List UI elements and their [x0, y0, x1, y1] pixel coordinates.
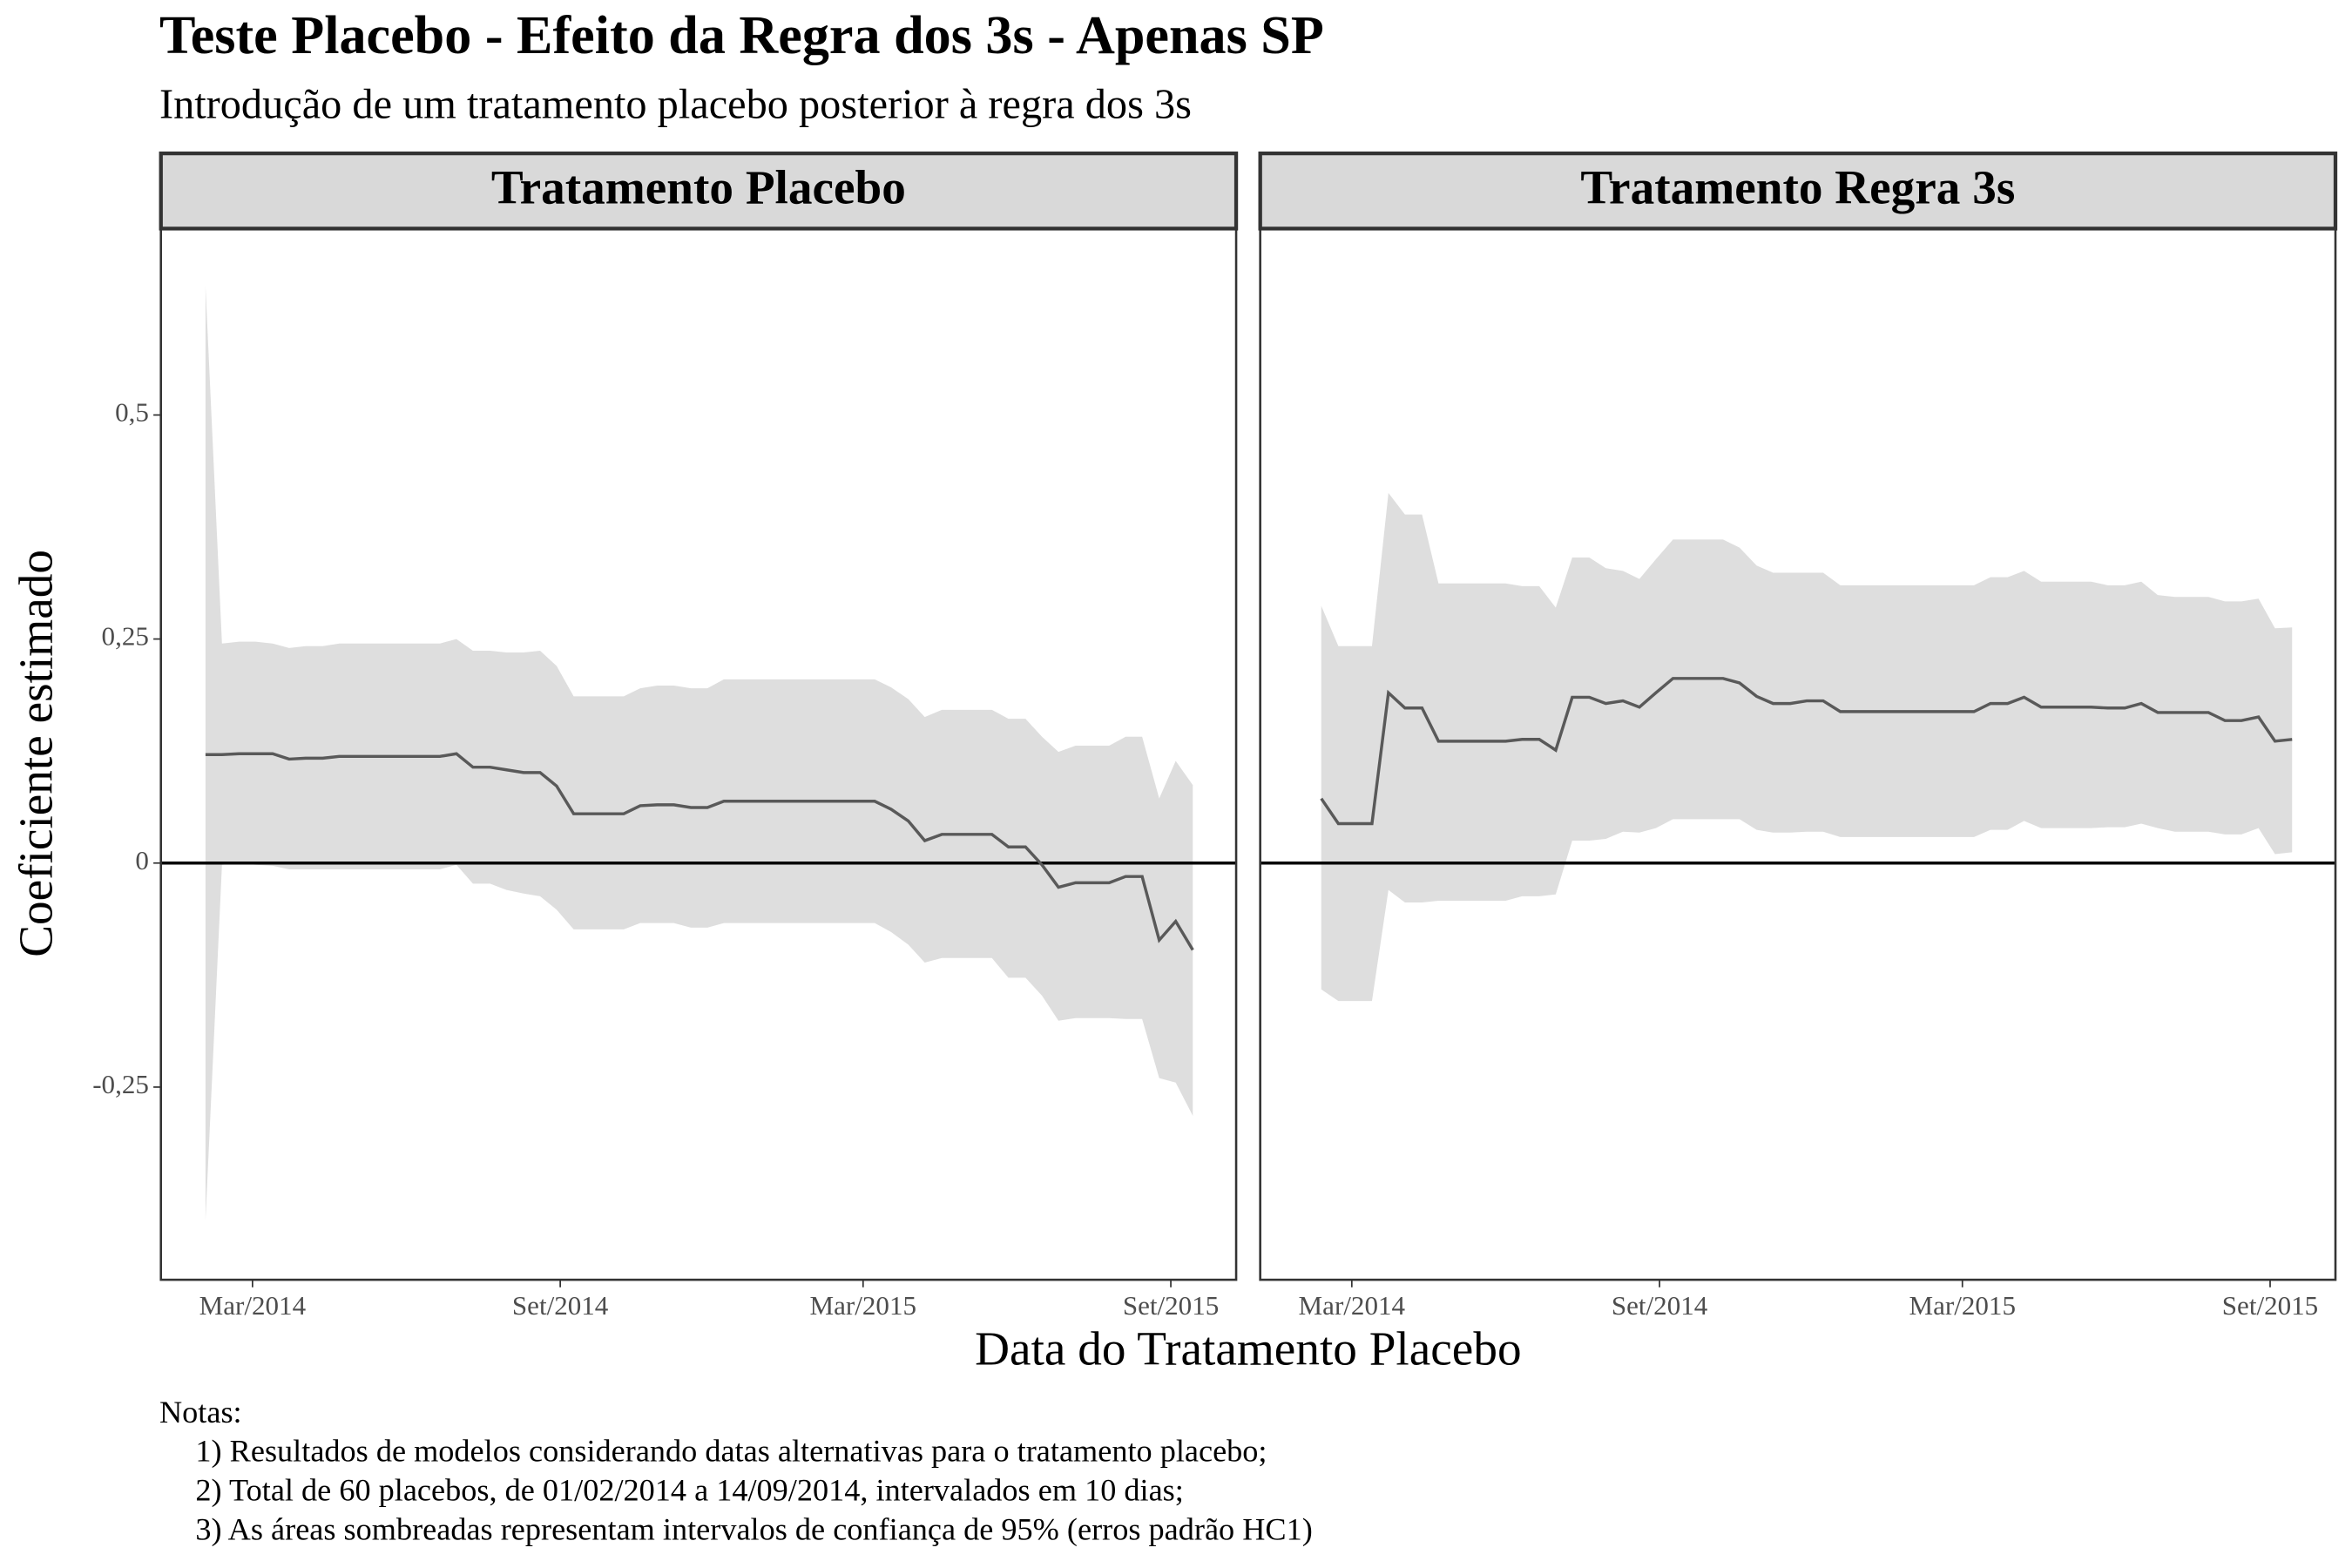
note: 2) Total de 60 placebos, de 01/02/2014 a… [195, 1473, 1183, 1508]
note: 3) As áreas sombreadas representam inter… [195, 1511, 1312, 1546]
y-axis-title: Coeficiente estimado [9, 550, 62, 957]
x-tick-label: Set/2015 [1123, 1290, 1219, 1321]
y-tick-label: 0,25 [102, 621, 149, 652]
confidence-band [205, 286, 1193, 1221]
y-tick-label: 0,5 [115, 397, 149, 428]
x-axis-title: Data do Tratamento Placebo [975, 1321, 1521, 1375]
facet-title: Tratamento Regra 3s [1580, 161, 2015, 214]
y-tick-label: 0 [135, 845, 149, 875]
x-tick-label: Mar/2015 [810, 1290, 917, 1321]
y-tick-label: -0,25 [92, 1069, 149, 1099]
x-tick-label: Mar/2014 [199, 1290, 307, 1321]
estimate-line [205, 752, 1194, 951]
chart-title: Teste Placebo - Efeito da Regra dos 3s -… [159, 6, 1324, 65]
facet-strip [159, 151, 1239, 231]
x-tick-label: Mar/2015 [1909, 1290, 2016, 1321]
chart-subtitle: Introdução de um tratamento placebo post… [159, 81, 1192, 127]
x-tick-label: Set/2014 [1612, 1290, 1708, 1321]
note: 1) Resultados de modelos considerando da… [195, 1434, 1267, 1469]
x-tick-label: Set/2014 [512, 1290, 609, 1321]
facet-title: Tratamento Placebo [491, 161, 906, 214]
x-tick-label: Mar/2014 [1299, 1290, 1406, 1321]
facet-strip [1258, 151, 2338, 231]
x-tick-label: Set/2015 [2222, 1290, 2318, 1321]
notes-title: Notas: [159, 1395, 242, 1429]
confidence-band [1321, 492, 2293, 1002]
estimate-line [1320, 677, 2293, 826]
